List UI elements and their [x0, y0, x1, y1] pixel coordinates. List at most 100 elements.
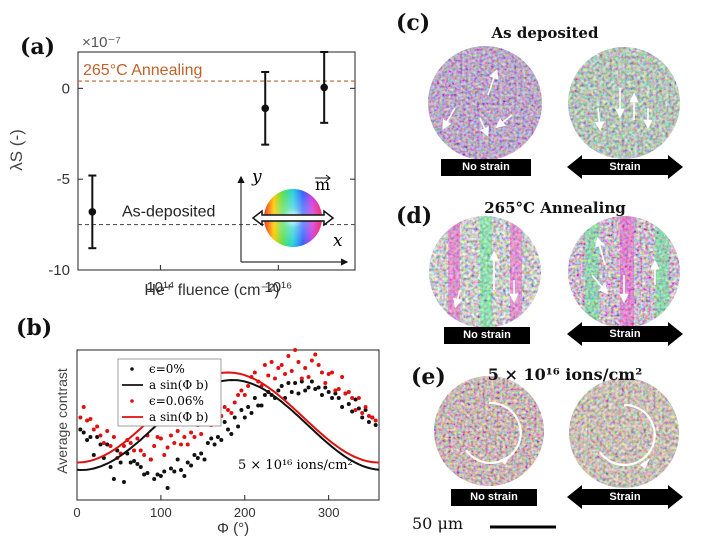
chart-a-point-0: [88, 208, 97, 216]
chart-b-point-s1-60: [279, 363, 284, 367]
chart-b-point-s1-19: [142, 453, 147, 457]
chart-b-point-s0-88: [373, 423, 378, 427]
chart-b-point-s1-18: [138, 448, 143, 453]
chart-b-point-s1-34: [192, 435, 197, 439]
chart-b-point-s0-60: [279, 384, 284, 388]
chart-b-point-s1-70: [313, 352, 318, 357]
chart-b-point-s1-27: [168, 433, 173, 438]
chart-b-point-s0-63: [289, 390, 294, 394]
chart-b-point-s1-77: [336, 387, 341, 391]
chart-b-point-s0-40: [212, 442, 217, 447]
chart-b-point-s0-81: [350, 409, 355, 414]
chart-a-point-2: [320, 83, 328, 92]
chart-b-point-s0-59: [276, 388, 281, 393]
chart-b-point-s0-18: [138, 465, 143, 469]
chart-b-point-s0-64: [293, 381, 298, 385]
scale-bar-label: 50 μm: [412, 514, 464, 533]
chart-b-point-s0-48: [239, 408, 244, 412]
chart-b-point-s1-16: [132, 448, 137, 453]
chart-b-point-s1-64: [293, 348, 298, 352]
chart-b-point-s1-87: [370, 415, 375, 420]
chart-b-point-s1-73: [323, 381, 328, 385]
legend-label-fit-black: a sin(Φ b): [149, 378, 208, 392]
chart-b-xlabel: Φ (°): [217, 520, 249, 537]
chart-b-point-s1-81: [350, 396, 355, 400]
chart-b-point-s1-2: [85, 418, 90, 423]
chart-b-point-s1-49: [242, 393, 247, 397]
chart-b-point-s1-88: [373, 418, 378, 423]
chart-b-point-s0-25: [162, 469, 167, 474]
chart-a-xtick-label: 10¹⁶: [264, 279, 292, 296]
image-c-strain: [568, 47, 680, 159]
chart-b-legend: ϵ=0% a sin(Φ b) ϵ=0.06% a sin(Φ b): [117, 358, 222, 427]
chart-a-xtick-label: 10¹⁴: [146, 279, 174, 296]
badge-c-no-strain-label: No strain: [462, 161, 510, 173]
chart-b-point-s0-26: [165, 486, 170, 490]
chart-b-xtick-label: 300: [318, 505, 340, 520]
chart-b-point-s1-52: [252, 370, 257, 375]
chart-b-point-s0-20: [145, 471, 150, 475]
chart-a-ytick-label: -5: [57, 171, 70, 188]
chart-a-ref-label-deposited: As-deposited: [122, 204, 215, 221]
chart-b-point-s0-9: [108, 465, 113, 469]
chart-b-annotation: 5 × 10¹⁶ ions/cm²: [238, 458, 353, 473]
chart-b-point-s1-4: [91, 427, 96, 432]
chart-b-point-s1-3: [88, 417, 93, 421]
chart-b-point-s1-47: [236, 393, 241, 397]
inset-y-label: y: [251, 167, 262, 187]
chart-b-point-s0-43: [222, 420, 227, 424]
chart-b-point-s1-62: [286, 354, 291, 358]
chart-b-point-s1-46: [232, 400, 237, 405]
chart-b-point-s0-68: [306, 385, 311, 390]
chart-b-point-s0-2: [85, 438, 90, 442]
chart-b-point-s0-38: [205, 441, 210, 445]
chart-b-fit-line-3: [76, 371, 380, 464]
chart-b-point-s1-0: [78, 415, 83, 420]
chart-b-point-s1-44: [226, 408, 230, 412]
chart-b-point-s0-65: [296, 391, 301, 396]
image-d-strain: [568, 216, 680, 328]
image-c-title: As deposited: [491, 24, 599, 42]
chart-b-point-s0-30: [179, 468, 184, 472]
chart-b-point-s1-55: [262, 363, 267, 367]
chart-b-point-s1-7: [101, 441, 106, 445]
chart-b-point-s1-57: [269, 360, 274, 364]
chart-b-point-s0-0: [78, 427, 83, 432]
chart-a-exponent: ×10⁻⁷: [82, 34, 121, 51]
chart-b-point-s0-37: [202, 457, 207, 462]
chart-b-point-s0-54: [259, 403, 264, 408]
badge-e-no-strain-label: No strain: [470, 491, 518, 503]
chart-a-ylabel: λS (-): [7, 129, 26, 171]
chart-b-point-s0-15: [128, 460, 133, 465]
chart-b-point-s0-85: [363, 408, 368, 412]
chart-b-point-s1-29: [175, 429, 180, 433]
chart-b-point-s0-77: [336, 396, 341, 400]
chart-b-point-s0-53: [256, 403, 261, 408]
chart-b-point-s0-84: [360, 415, 365, 420]
chart-b-point-s0-67: [303, 388, 308, 393]
chart-b-point-s0-4: [91, 453, 96, 457]
chart-b-xtick-label: 0: [73, 505, 80, 520]
chart-b-point-s0-28: [172, 469, 177, 474]
chart-b-point-s0-27: [168, 466, 173, 471]
legend-marker-black: [130, 367, 134, 371]
chart-b-point-s0-82: [353, 397, 358, 402]
chart-b-point-s1-56: [266, 373, 271, 378]
chart-b-point-s0-75: [330, 396, 335, 400]
chart-b-point-s1-59: [276, 366, 281, 370]
chart-b-point-s1-84: [360, 411, 365, 415]
image-e-title: 5 × 10¹⁶ ions/cm²: [487, 365, 643, 384]
chart-b-point-s0-8: [105, 442, 110, 447]
chart-b-point-s1-71: [316, 363, 321, 367]
badge-d-no-strain-label: No strain: [463, 329, 511, 341]
image-e-no-strain: [434, 376, 544, 486]
chart-a-ytick-label: 0: [62, 80, 70, 97]
chart-b-point-s1-67: [303, 366, 308, 370]
chart-b-point-s1-9: [108, 444, 113, 448]
chart-b-point-s0-69: [309, 379, 314, 384]
chart-a-ref-label-annealing: 265°C Annealing: [83, 62, 202, 79]
chart-b-point-s1-33: [189, 430, 194, 435]
badge-e-strain-label: Strain: [609, 491, 641, 503]
chart-b-point-s0-74: [326, 390, 331, 394]
chart-b-ylabel: Average contrast: [54, 368, 70, 474]
